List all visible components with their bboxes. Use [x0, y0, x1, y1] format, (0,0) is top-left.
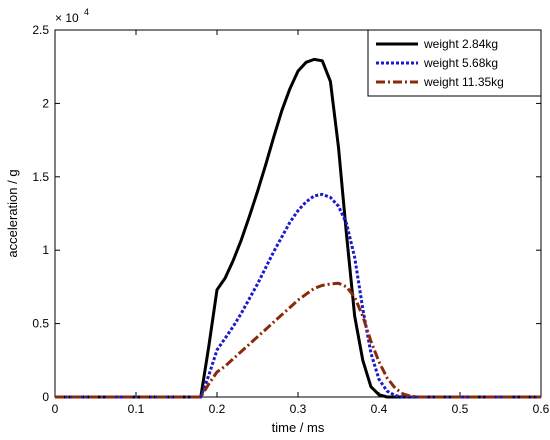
y-tick-label: 1.5 — [32, 170, 49, 184]
y-tick-label: 2.5 — [32, 23, 49, 37]
y-tick-label: 2 — [42, 96, 49, 110]
y-axis-ticks: 0 0.5 1 1.5 2 2.5 — [32, 23, 541, 404]
y-axis-exponent-power: 4 — [84, 7, 89, 17]
y-tick-label: 1 — [42, 243, 49, 257]
y-axis-label: acceleration / g — [5, 169, 20, 257]
y-tick-label: 0.5 — [32, 317, 49, 331]
x-axis-label: time / ms — [272, 420, 325, 435]
x-tick-label: 0.1 — [128, 402, 145, 416]
series-lines — [55, 57, 541, 399]
x-tick-label: 0.2 — [209, 402, 226, 416]
x-tick-label: 0.4 — [371, 402, 388, 416]
legend-box — [367, 29, 542, 97]
x-axis-ticks: 0 0.1 0.2 0.3 0.4 0.5 0.6 — [52, 30, 550, 416]
x-tick-label: 0.5 — [452, 402, 469, 416]
legend: weight 2.84kg weight 5.68kg weight 11.35kg — [367, 29, 542, 97]
series-line-1 — [55, 57, 541, 399]
legend-label-3: weight 11.35kg — [423, 75, 504, 89]
x-tick-label: 0 — [52, 402, 59, 416]
x-tick-label: 0.6 — [533, 402, 550, 416]
series-line-2 — [55, 192, 541, 399]
series-line-3 — [55, 281, 541, 399]
legend-label-1: weight 2.84kg — [423, 37, 498, 51]
x-tick-label: 0.3 — [290, 402, 307, 416]
y-axis-exponent-label: × 10 — [55, 11, 79, 25]
legend-label-2: weight 5.68kg — [423, 56, 498, 70]
y-tick-label: 0 — [42, 390, 49, 404]
